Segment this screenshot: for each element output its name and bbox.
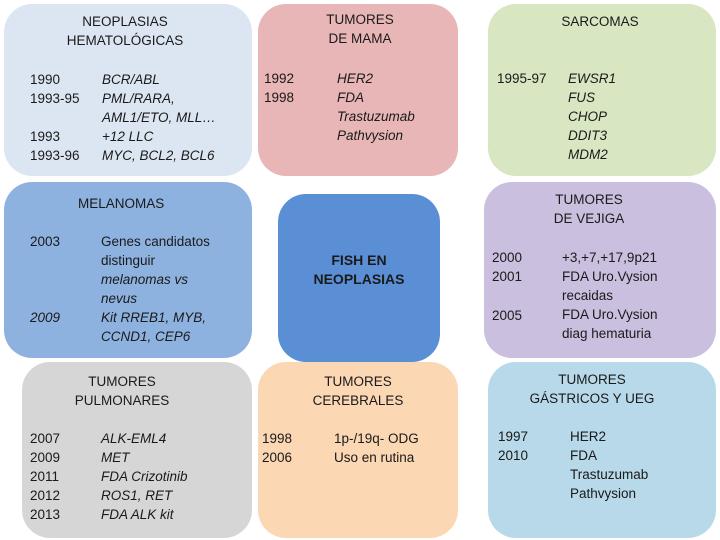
pulmonares-years: 2007 2009 2011 2012 2013	[30, 431, 61, 522]
vejiga-year-2005: 2005	[492, 308, 523, 323]
fish-center-title: FISH EN NEOPLASIAS	[313, 252, 405, 287]
vejiga-box	[484, 182, 716, 358]
mama-title: TUMORES DE MAMA	[326, 12, 394, 46]
vejiga-title: TUMORES DE VEJIGA	[553, 192, 625, 226]
gastricos-title: TUMORES GÁSTRICOS Y UEG	[529, 372, 655, 406]
melanomas-items-2: melanomas vs nevus Kit RREB1, MYB, CCND1…	[101, 272, 207, 344]
melanomas-year-2009: 2009	[30, 310, 61, 325]
hemato-years: 1990 1993-95 1993 1993-96	[30, 72, 80, 163]
pulmonares-box	[22, 362, 252, 538]
hemato-title: NEOPLASIAS HEMATOLÓGICAS	[66, 14, 184, 48]
mama-box	[258, 4, 458, 176]
cerebrales-years: 1998 2006	[262, 431, 293, 465]
pulmonares-items: ALK-EML4 MET FDA Crizotinib ROS1, RET FD…	[101, 431, 188, 522]
vejiga-items: +3,+7,+17,9p21 FDA Uro.Vysion recaidas F…	[562, 250, 658, 341]
sarcomas-items: EWSR1 FUS CHOP DDIT3 MDM2	[568, 71, 617, 162]
sarcomas-years: 1995-97	[497, 71, 547, 86]
sarcomas-box	[488, 4, 716, 176]
gastricos-years: 1997 2010	[498, 429, 529, 463]
cerebrales-box	[258, 362, 458, 538]
gastricos-items: HER2 FDA Trastuzumab Pathvysion	[570, 429, 649, 501]
melanomas-items-1: Genes candidatos distinguir	[101, 234, 210, 268]
fish-center-box	[278, 194, 440, 362]
sarcomas-title: SARCOMAS	[561, 14, 639, 29]
mama-items: HER2 FDA Trastuzumab Pathvysion	[337, 71, 415, 143]
pulmonares-title: TUMORES PULMONARES	[74, 374, 170, 408]
hemato-items: BCR/ABL PML/RARA, AML1/ETO, MLL… +12 LLC…	[102, 72, 216, 163]
gastricos-box	[488, 362, 716, 538]
melanomas-year-2003: 2003	[30, 234, 61, 249]
vejiga-years-2000-2001: 2000 2001	[492, 250, 523, 284]
mama-years: 1992 1998	[264, 71, 295, 105]
hemato-box	[4, 4, 252, 176]
melanomas-box	[4, 182, 252, 358]
cerebrales-items: 1p-/19q- ODG Uso en rutina	[334, 431, 419, 465]
melanomas-title: MELANOMAS	[78, 196, 165, 211]
cerebrales-title: TUMORES CEREBRALES	[312, 374, 404, 408]
